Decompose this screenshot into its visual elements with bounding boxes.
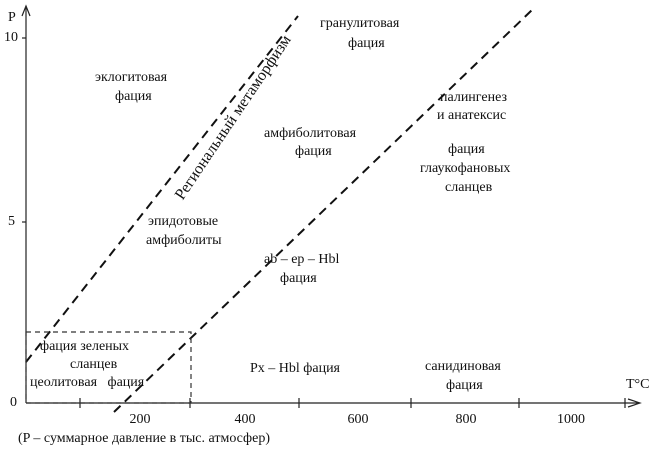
region-label: эклогитовая — [95, 70, 168, 85]
x-tick-label: 200 — [130, 412, 151, 427]
x-arrow — [627, 398, 642, 408]
region-label: Px – Hbl фация — [250, 361, 341, 376]
x-label: T°C — [626, 377, 650, 392]
region-label: амфиболитовая — [264, 126, 357, 141]
y-tick-label: 5 — [8, 214, 15, 229]
boundary-line — [25, 15, 299, 363]
region-label: амфиболиты — [146, 233, 222, 248]
region-label: фация — [348, 36, 385, 51]
boundary-line — [113, 9, 533, 413]
x-tick-label: 800 — [456, 412, 477, 427]
region-label: цеолитовая фация — [30, 375, 145, 390]
line-label: Региональный метаморфизм — [172, 32, 295, 203]
x-tick-label: 1000 — [557, 412, 585, 427]
x-tick-label: 400 — [235, 412, 256, 427]
y-label: P — [8, 10, 16, 25]
region-label: глаукофановых — [420, 161, 510, 176]
y-tick-label: 0 — [10, 395, 17, 410]
region-label: сланцев — [70, 357, 118, 372]
region-label: фация зеленых — [40, 339, 129, 354]
region-label: ab – ep – Hbl — [264, 252, 340, 267]
y-tick-label: 10 — [4, 30, 18, 45]
y-arrow — [21, 4, 31, 17]
region-label: палингенез — [440, 90, 507, 105]
region-label: санидиновая — [425, 359, 501, 374]
zone-box — [25, 331, 192, 404]
region-label: фация — [448, 142, 485, 157]
region-label: сланцев — [445, 180, 493, 195]
region-label: фация — [115, 89, 152, 104]
x-tick-label: 600 — [348, 412, 369, 427]
region-label: фация — [295, 144, 332, 159]
region-label: гранулитовая — [320, 16, 400, 31]
region-label: фация — [446, 378, 483, 393]
caption: (P – суммарное давление в тыс. атмосфер) — [18, 431, 270, 446]
region-label: фация — [280, 271, 317, 286]
region-labels: гранулитовая фация эклогитовая фация пал… — [30, 16, 510, 393]
region-label: и анатексис — [437, 108, 506, 123]
region-label: эпидотовые — [148, 214, 218, 229]
